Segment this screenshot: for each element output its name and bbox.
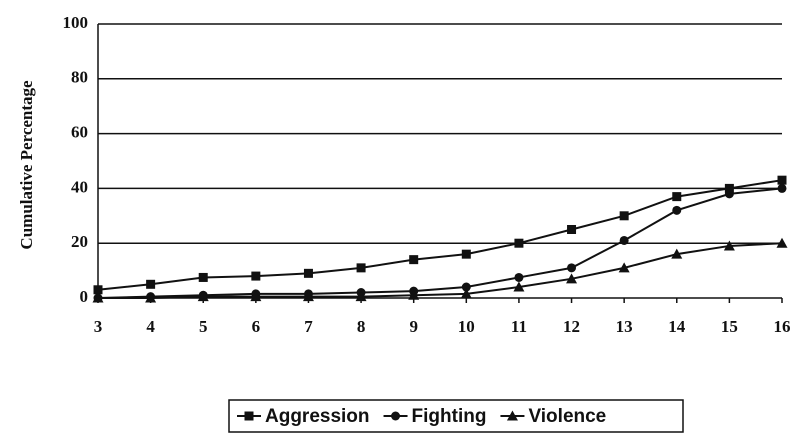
marker — [567, 225, 577, 234]
marker — [618, 262, 630, 273]
y-tick-label: 100 — [63, 13, 89, 32]
marker — [355, 291, 367, 302]
x-tick-label: 12 — [563, 317, 580, 336]
marker — [198, 272, 208, 282]
x-tick-label: 6 — [252, 317, 261, 336]
marker — [250, 291, 262, 302]
marker — [251, 271, 261, 281]
series-line — [98, 242, 783, 299]
x-tick-label: 4 — [146, 317, 155, 336]
legend-label: Fighting — [412, 406, 487, 427]
marker — [93, 285, 103, 295]
series-line — [97, 187, 783, 299]
marker — [514, 238, 524, 248]
marker — [408, 289, 420, 300]
marker — [777, 183, 787, 193]
marker — [567, 263, 577, 273]
marker — [566, 273, 578, 284]
x-tick-label: 5 — [199, 317, 208, 336]
marker — [145, 292, 157, 303]
y-tick-label: 40 — [71, 177, 88, 196]
marker — [671, 248, 683, 259]
marker — [723, 240, 735, 251]
series-line — [97, 179, 783, 291]
x-tick-label: 11 — [511, 317, 527, 336]
marker — [197, 291, 209, 302]
marker — [619, 235, 629, 245]
marker — [724, 183, 734, 193]
marker — [461, 282, 471, 292]
legend-box — [228, 399, 684, 433]
marker — [302, 291, 314, 302]
marker — [460, 288, 472, 299]
marker — [303, 268, 313, 278]
x-tick-label: 10 — [458, 317, 475, 336]
marker — [672, 205, 682, 215]
y-tick-label: 80 — [71, 68, 88, 87]
marker — [461, 249, 471, 259]
legend: Aggression Fighting Violence — [228, 399, 684, 433]
x-tick-label: 7 — [304, 317, 313, 336]
marker — [244, 411, 254, 421]
y-tick-label: 0 — [80, 287, 89, 306]
marker — [506, 410, 518, 421]
marker — [92, 292, 104, 303]
legend-label: Violence — [528, 406, 606, 427]
x-tick-label: 9 — [409, 317, 418, 336]
marker — [391, 411, 401, 421]
y-tick-label: 60 — [71, 123, 88, 142]
marker — [513, 281, 525, 292]
y-tick-label: 20 — [71, 232, 88, 251]
marker — [356, 263, 366, 273]
marker — [146, 279, 156, 289]
marker — [776, 237, 788, 248]
marker — [619, 211, 629, 221]
legend-label: Aggression — [265, 406, 370, 427]
marker — [409, 255, 419, 265]
marker — [672, 192, 682, 202]
marker — [514, 272, 524, 282]
y-axis-label: Cumulative Percentage — [17, 80, 36, 250]
marker — [724, 189, 734, 199]
x-tick-label: 16 — [774, 317, 791, 336]
x-tick-label: 3 — [94, 317, 103, 336]
marker — [777, 175, 787, 185]
x-tick-label: 8 — [357, 317, 366, 336]
x-tick-label: 15 — [721, 317, 738, 336]
x-tick-label: 13 — [616, 317, 633, 336]
x-tick-label: 14 — [668, 317, 686, 336]
